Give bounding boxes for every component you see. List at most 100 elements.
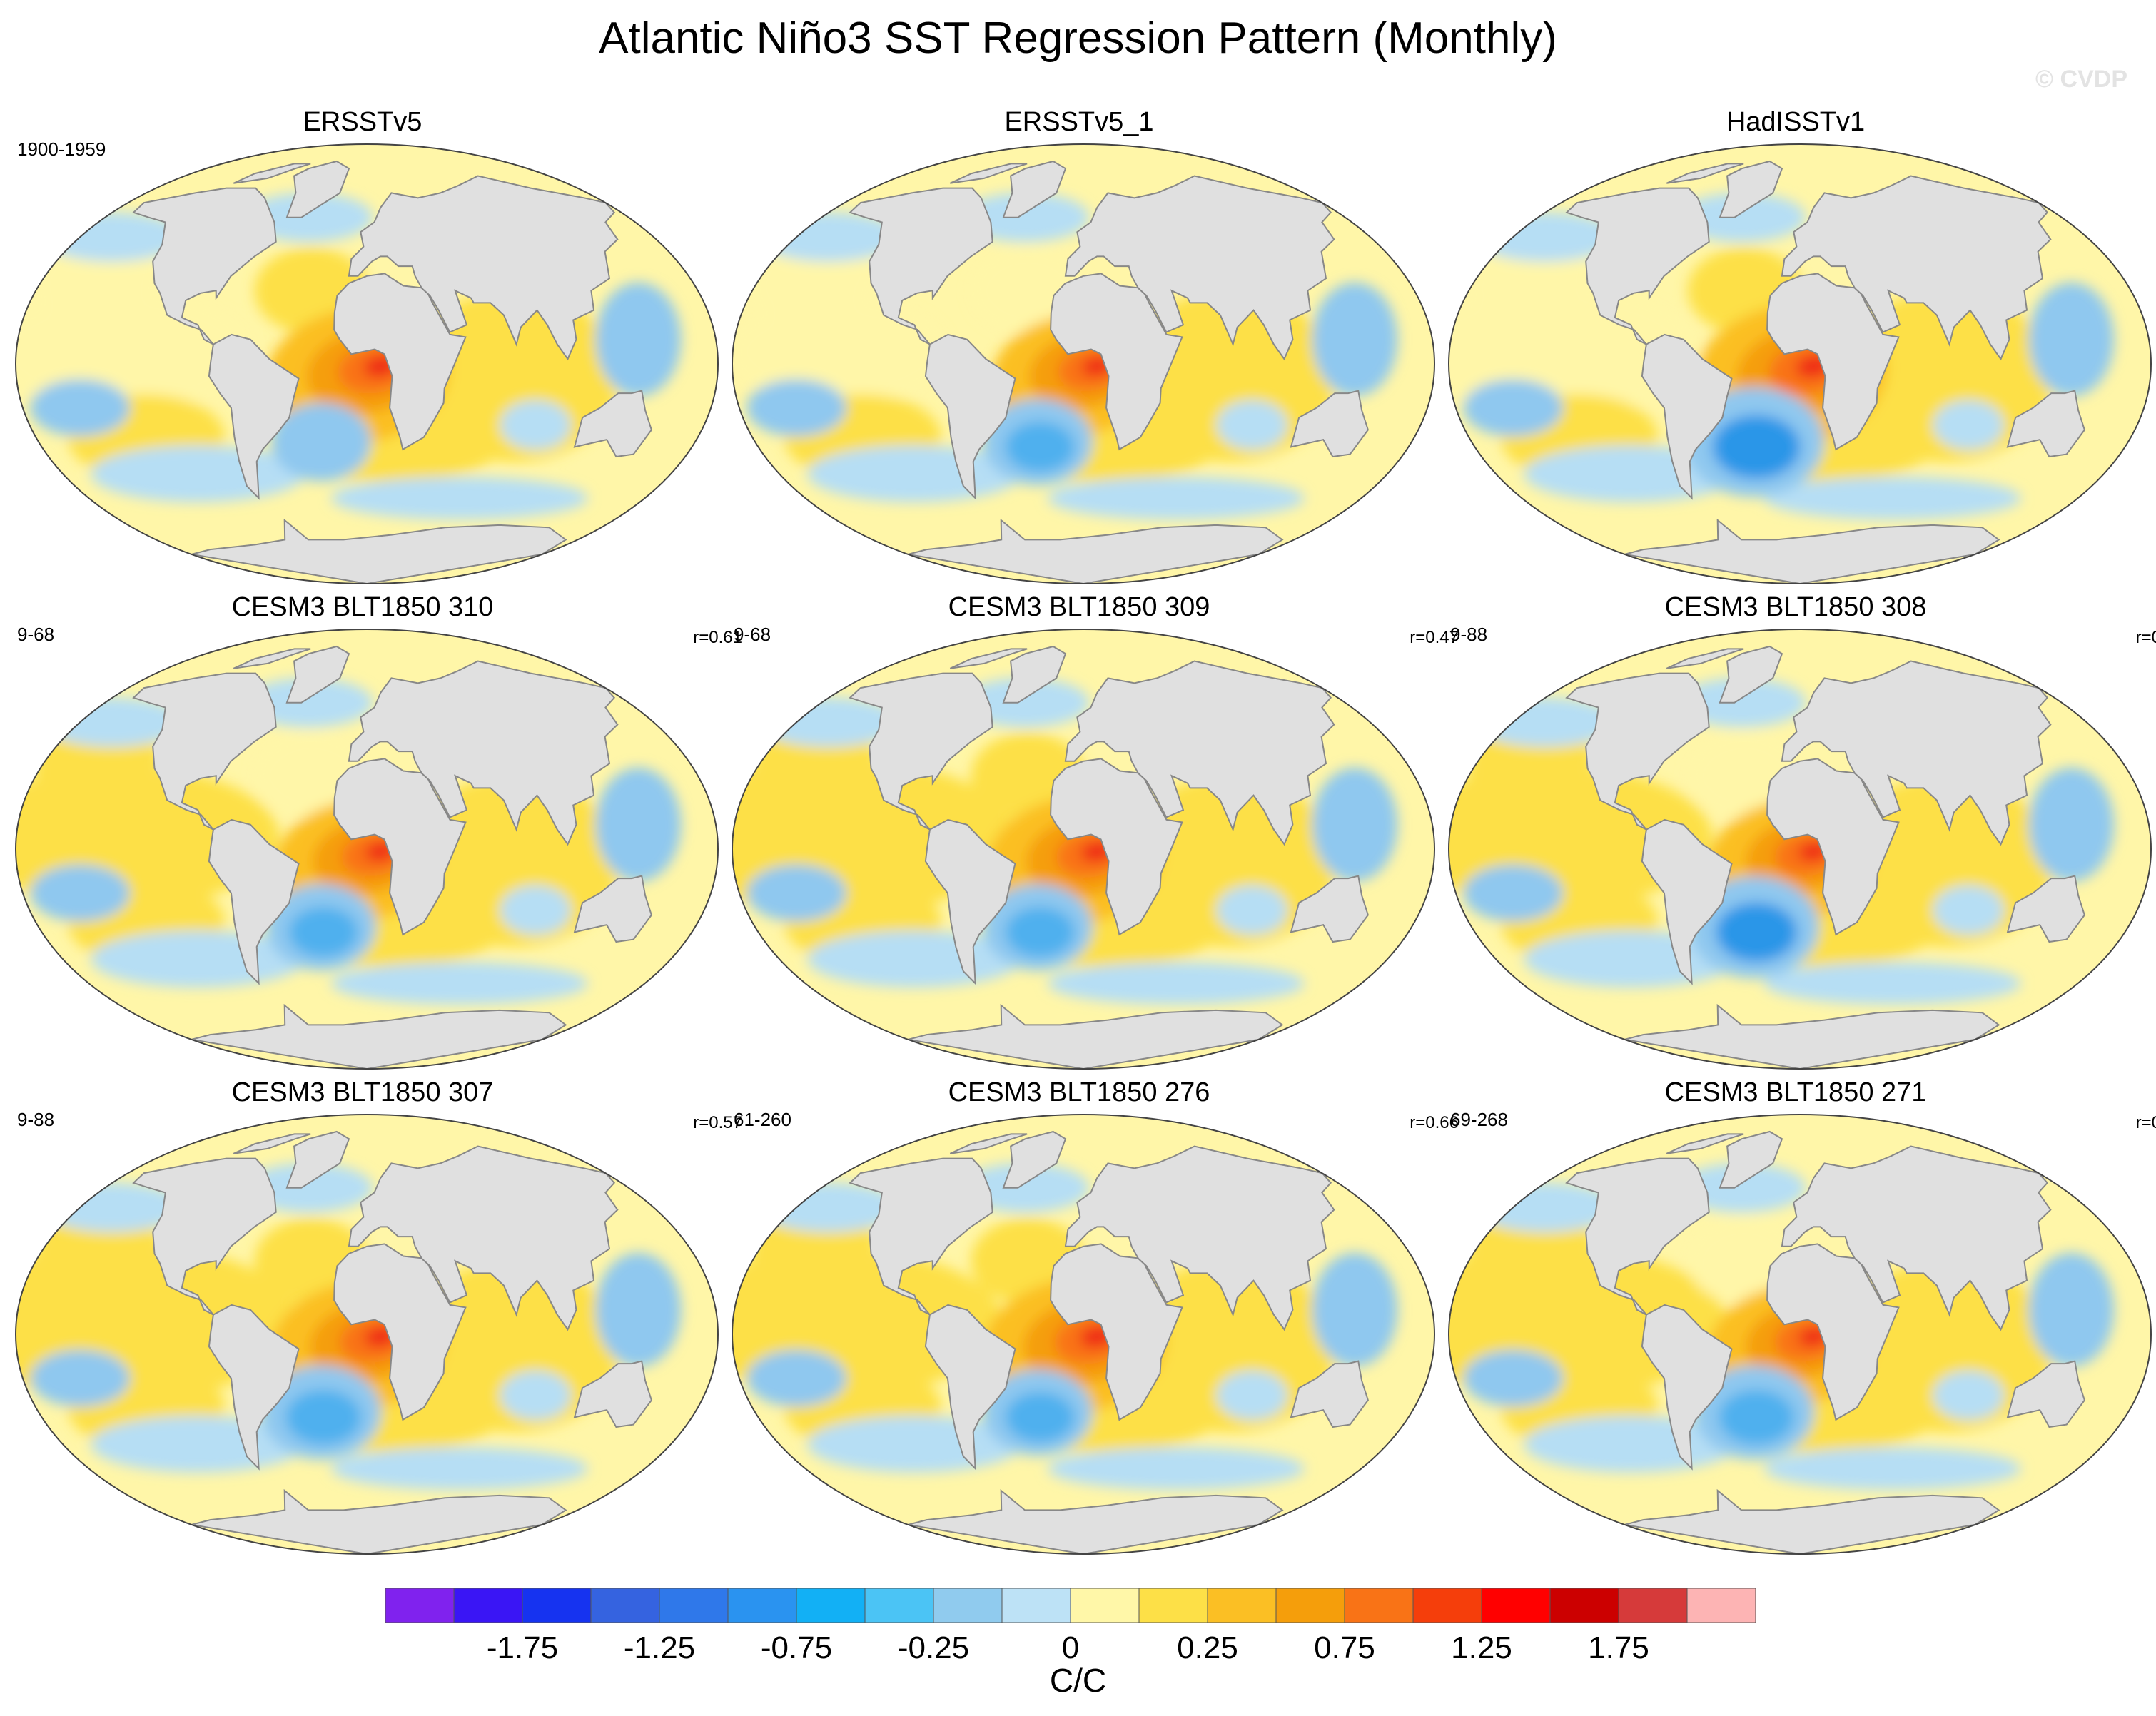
africa-landmass [1050,1243,1183,1421]
map-border [732,143,1435,584]
arctic-islands-landmass [1666,648,1744,669]
pacific-warm-band [732,758,1016,915]
world-map [732,629,1435,1070]
colorbar-swatch [1344,1588,1414,1623]
south-america-landmass [1641,818,1733,985]
colorbar-tick-label: 1.25 [1451,1630,1512,1665]
world-map [15,143,719,584]
colorbar-tick-label: -0.25 [898,1630,969,1665]
continents [132,1130,653,1554]
greenland-landmass [1719,160,1783,218]
antarctica-landmass [1624,1488,2000,1554]
panel-period-label: 9-68 [734,624,771,645]
west-pacific-cool [2028,1252,2115,1367]
north-atlantic-cool [1677,192,1806,243]
colorbar: -1.75 -1.25 -0.75 -0.25 0 0.25 0.75 1.25 1.75 [385,1588,1756,1665]
colorbar-swatch [453,1588,523,1623]
colorbar-swatch [933,1588,1003,1623]
panel-correlation-label: r=0.66 [1410,1113,1459,1132]
eurasia-landmass [348,175,619,361]
panel-correlation-label: r=0.6 [2135,1113,2156,1132]
colorbar-swatch [727,1588,797,1623]
north-atlantic-cool [961,192,1090,243]
africa-landmass [333,1243,467,1421]
indian-cool-patch [1933,1370,2005,1421]
panel-period-label: 9-68 [17,624,55,645]
south-atlantic-cool-core [285,1389,362,1445]
south-atlantic-cool-core [288,907,358,958]
southern-ocean-cool [1763,962,2021,1005]
australia-landmass [573,1360,653,1428]
arctic-islands-landmass [949,1133,1028,1154]
south-atlantic-cool-core [1712,415,1801,479]
south-america-landmass [1641,333,1733,500]
colorbar-tick-label: -1.25 [624,1630,695,1665]
north-atlantic-cool [961,677,1090,728]
eurasia-landmass [1064,1145,1335,1331]
world-map [1448,1114,2152,1555]
colorbar-swatch [1481,1588,1551,1623]
greenland-landmass [1002,645,1067,704]
colorbar-swatch [1549,1588,1619,1623]
eurasia-landmass [348,1145,619,1331]
arctic-islands-landmass [1666,1133,1744,1154]
greenland-landmass [1002,1130,1067,1189]
colorbar-tick-label: 0.25 [1177,1630,1238,1665]
continents [1565,160,2086,584]
west-pacific-cool [595,767,682,882]
pacific-warm-band [1449,1247,1726,1398]
central-pacific-cool [30,864,131,922]
africa-landmass [1766,758,1900,936]
antarctica-landmass [1624,1003,2000,1069]
panel-correlation-label: r=0.47 [1410,628,1459,647]
panel-title: CESM3 BLT1850 276 [948,1077,1210,1107]
map-border [15,143,719,584]
greenland-landmass [285,160,350,218]
australia-landmass [2006,1360,2086,1428]
west-pacific-cool [1312,767,1398,882]
colorbar-swatch [1686,1588,1756,1623]
map-panel: CESM3 BLT1850 308 9-88 r=0.5 [1439,592,2156,1070]
colorbar-unit-label: C/C [1049,1662,1107,1699]
colorbar-tick-label: -1.75 [487,1630,558,1665]
southern-ocean-cool [1763,1447,2021,1491]
world-map [732,1114,1435,1555]
panel-period-label: 9-88 [17,1109,55,1130]
panel-title: ERSSTv5 [303,107,422,137]
colorbar-swatch [1070,1588,1140,1623]
indian-cool-patch [500,400,572,450]
cvdp-watermark: © CVDP [2035,66,2127,93]
arctic-islands-landmass [1666,163,1744,184]
colorbar-swatch [1618,1588,1688,1623]
map-border [1448,629,2152,1070]
panel-period-label: 61-260 [734,1109,791,1130]
north-atlantic-cool [1677,1162,1806,1213]
south-atlantic-cool-core [292,424,355,470]
indian-cool-patch [1933,885,2005,935]
colorbar-swatch [1138,1588,1208,1623]
arctic-islands-landmass [949,648,1028,669]
central-pacific-cool [1463,864,1564,922]
continents [132,160,653,584]
colorbar-tick-label: 0.75 [1314,1630,1375,1665]
north-atlantic-cool [244,677,373,728]
australia-landmass [1290,390,1370,458]
colorbar-swatch [864,1588,934,1623]
central-pacific-cool [746,864,847,922]
south-america-landmass [208,333,300,500]
eurasia-landmass [348,660,619,846]
continents [1565,645,2086,1069]
eurasia-landmass [1064,175,1335,361]
greenland-landmass [1002,160,1067,218]
south-atlantic-cool-core [1719,1389,1795,1445]
greenland-landmass [1719,1130,1783,1189]
central-pacific-cool [30,379,131,437]
australia-landmass [1290,1360,1370,1428]
central-pacific-cool [746,379,847,437]
africa-landmass [1050,758,1183,936]
africa-landmass [333,273,467,451]
north-america-landmass [849,672,993,831]
indian-cool-patch [1216,885,1288,935]
australia-landmass [2006,390,2086,458]
map-border [15,629,719,1070]
